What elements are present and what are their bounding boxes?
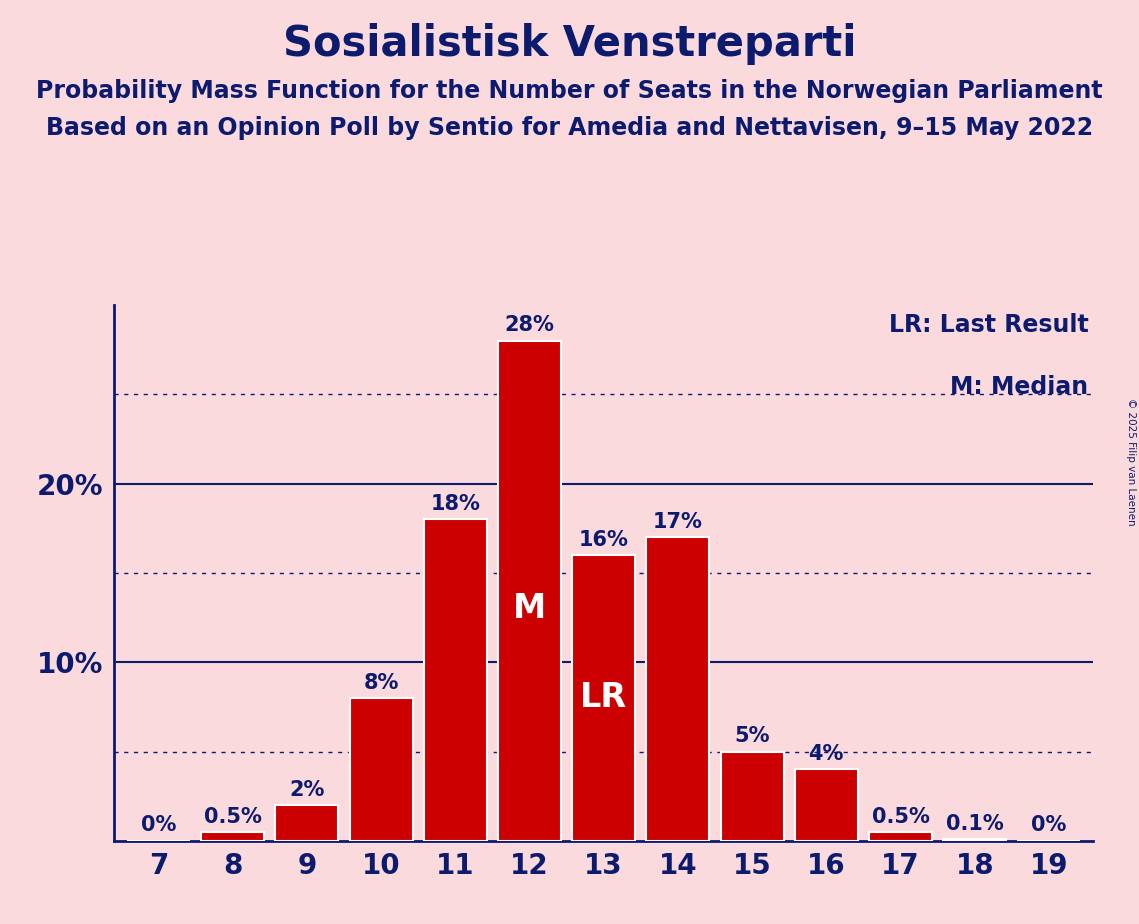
Text: 16%: 16% (579, 529, 629, 550)
Bar (572, 555, 636, 841)
Text: M: M (513, 592, 546, 626)
Text: 17%: 17% (653, 512, 703, 532)
Text: 0.1%: 0.1% (945, 814, 1003, 833)
Text: Probability Mass Function for the Number of Seats in the Norwegian Parliament: Probability Mass Function for the Number… (36, 79, 1103, 103)
Text: 0%: 0% (1031, 816, 1066, 835)
Text: 0.5%: 0.5% (204, 807, 262, 827)
Text: 8%: 8% (363, 673, 399, 693)
Bar (721, 751, 784, 841)
Bar (498, 341, 562, 841)
Bar (202, 832, 264, 841)
Bar (795, 770, 858, 841)
Text: 4%: 4% (809, 744, 844, 764)
Bar (646, 537, 710, 841)
Text: 28%: 28% (505, 315, 555, 335)
Bar (350, 698, 412, 841)
Bar (424, 519, 486, 841)
Text: 0.5%: 0.5% (871, 807, 929, 827)
Text: 5%: 5% (735, 726, 770, 747)
Bar (943, 839, 1006, 841)
Text: 0%: 0% (141, 816, 177, 835)
Text: 18%: 18% (431, 494, 481, 514)
Text: 2%: 2% (289, 780, 325, 800)
Text: © 2025 Filip van Laenen: © 2025 Filip van Laenen (1126, 398, 1136, 526)
Text: LR: Last Result: LR: Last Result (888, 313, 1089, 337)
Text: Sosialistisk Venstreparti: Sosialistisk Venstreparti (282, 23, 857, 65)
Bar (276, 805, 338, 841)
Text: LR: LR (580, 681, 628, 714)
Bar (869, 832, 932, 841)
Text: M: Median: M: Median (950, 374, 1089, 398)
Text: Based on an Opinion Poll by Sentio for Amedia and Nettavisen, 9–15 May 2022: Based on an Opinion Poll by Sentio for A… (46, 116, 1093, 140)
